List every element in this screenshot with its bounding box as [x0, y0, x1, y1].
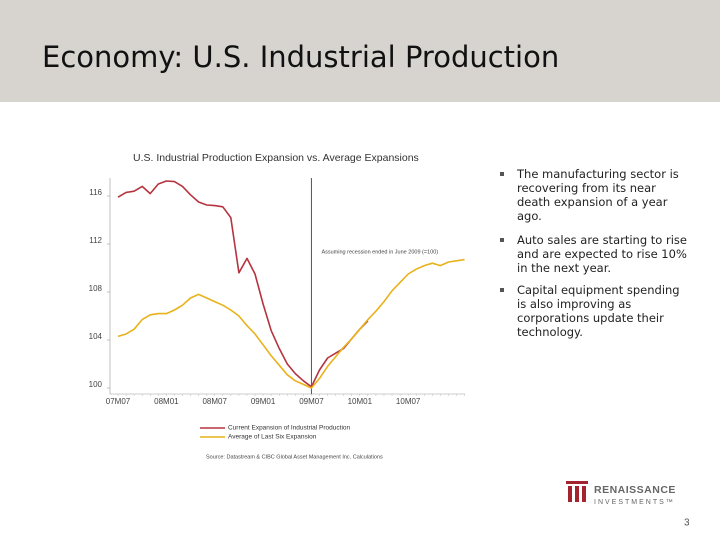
x-tick-label: 10M07: [396, 397, 421, 406]
logo-column: [568, 486, 572, 502]
logo-roof: [566, 481, 588, 484]
bullet: Capital equipment spending is also impro…: [500, 283, 692, 339]
header-band: [0, 0, 720, 102]
chart-title: U.S. Industrial Production Expansion vs.…: [133, 152, 419, 164]
logo: RENAISSANCE INVESTMENTS™: [566, 481, 676, 506]
logo-column: [575, 486, 579, 502]
bullet: The manufacturing sector is recovering f…: [500, 167, 692, 223]
y-tick-label: 116: [89, 188, 102, 197]
x-tick-label: 07M07: [106, 397, 131, 406]
legend-label: Average of Last Six Expansion: [228, 434, 317, 441]
y-tick-label: 108: [89, 284, 103, 293]
page-number: 3: [684, 518, 690, 529]
chart-source: Source: Datastream & CIBC Global Asset M…: [206, 454, 383, 460]
logo-name: RENAISSANCE: [594, 484, 676, 496]
series-line: [117, 180, 369, 388]
y-tick-label: 112: [89, 236, 102, 245]
bullet: Auto sales are starting to rise and are …: [500, 233, 692, 275]
x-tick-label: 09M07: [299, 397, 324, 406]
x-tick-label: 08M01: [154, 397, 179, 406]
x-tick-label: 10M01: [348, 397, 373, 406]
y-tick-label: 104: [89, 332, 103, 341]
annotation: Assuming recession ended in June 2009 (=…: [321, 249, 438, 255]
x-tick-label: 09M01: [251, 397, 276, 406]
legend-label: Current Expansion of Industrial Producti…: [228, 425, 351, 432]
y-tick-label: 100: [89, 380, 103, 389]
x-tick-label: 08M07: [202, 397, 227, 406]
logo-column: [582, 486, 586, 502]
series-line: [117, 258, 465, 389]
logo-subtitle: INVESTMENTS™: [594, 499, 675, 506]
slide-title: Economy: U.S. Industrial Production: [42, 40, 560, 74]
